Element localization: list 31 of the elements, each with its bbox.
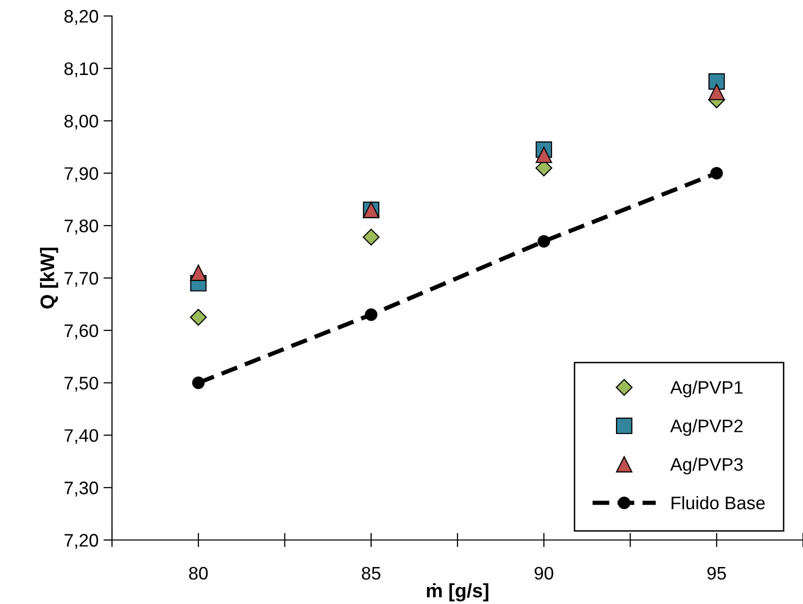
y-tick-label: 7,90 (64, 167, 98, 182)
x-tick-label: 85 (362, 566, 380, 580)
point (362, 228, 380, 246)
y-tick-label: 7,30 (64, 482, 98, 496)
y-tick-label: 8,00 (64, 114, 98, 130)
y-tick-label: 7,50 (64, 376, 98, 392)
legend-label: Ag/PVP2 (670, 419, 743, 436)
y-tick-label: 8,20 (64, 10, 98, 25)
legend-label: Ag/PVP1 (670, 380, 743, 398)
x-tick-label: 95 (707, 566, 726, 580)
y-tick-label: 7,70 (64, 272, 98, 287)
point (710, 166, 723, 180)
point (192, 376, 205, 390)
y-tick-label: 7,60 (64, 324, 98, 340)
y-tick-label: 7,80 (64, 220, 98, 234)
y-tick-label: 7,40 (64, 429, 98, 444)
point (190, 264, 207, 281)
x-axis-title: ṁ [g/s] (426, 583, 488, 602)
x-tick-label: 80 (189, 566, 208, 580)
point (190, 308, 207, 326)
legend-label: Ag/PVP3 (670, 458, 743, 474)
y-tick-label: 8,10 (64, 62, 98, 78)
y-tick-label: 7,20 (64, 534, 98, 549)
point (536, 146, 552, 164)
y-axis-title: Q [kW] (40, 248, 58, 309)
point (708, 84, 725, 100)
point (364, 308, 378, 321)
point (708, 73, 725, 90)
x-tick-label: 90 (534, 566, 554, 580)
point (538, 235, 550, 248)
legend-label: Fluido Base (672, 496, 765, 510)
